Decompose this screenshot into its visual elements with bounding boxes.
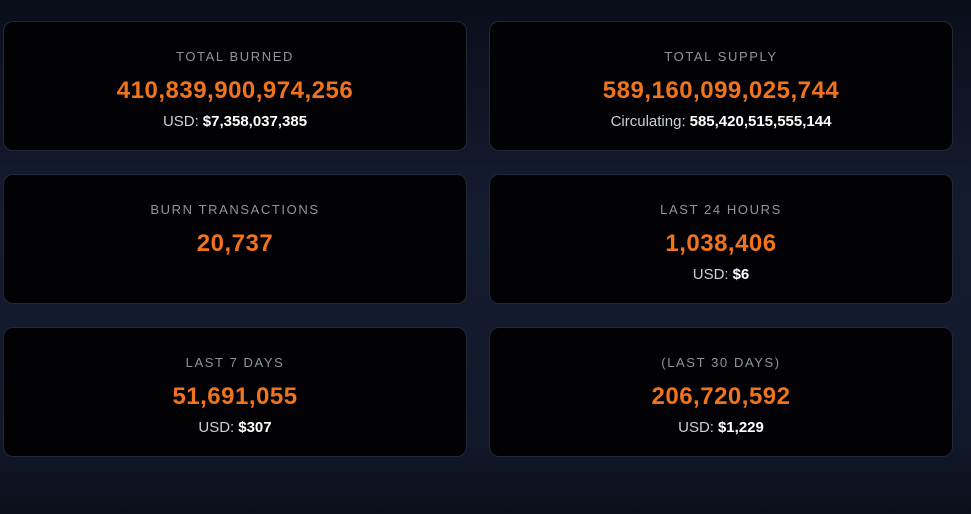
stat-card-sub-label: USD: [692,266,729,283]
stat-card-sub-value: $1,229 [717,419,764,436]
stat-card-sub-value: $6 [732,266,750,283]
stat-card-sub-label: USD: [678,419,714,436]
stat-card-subtext: USD: $7,358,037,385 [163,113,307,131]
stat-card-subtext [233,266,237,284]
stat-card-value: 20,737 [196,230,274,257]
stat-card-total-supply: TOTAL SUPPLY 589,160,099,025,744 Circula… [489,21,953,151]
stat-card-last-7-days: LAST 7 DAYS 51,691,055 USD: $307 [3,327,467,457]
stat-card-value: 410,839,900,974,256 [116,77,354,104]
stat-card-sub-value: $7,358,037,385 [202,113,308,130]
stat-card-sub-label: USD: [162,113,199,130]
stat-card-sub-value: 585,420,515,555,144 [689,113,832,130]
stat-card-label: BURN TRANSACTIONS [150,202,320,217]
stat-card-subtext: Circulating: 585,420,515,555,144 [611,113,832,131]
stat-card-sub-value: $307 [238,419,272,436]
stat-card-value: 206,720,592 [651,383,791,410]
stat-card-label: LAST 24 HOURS [660,202,782,217]
stat-card-last-24-hours: LAST 24 HOURS 1,038,406 USD: $6 [489,174,953,304]
stat-card-total-burned: TOTAL BURNED 410,839,900,974,256 USD: $7,… [3,21,467,151]
stats-grid: TOTAL BURNED 410,839,900,974,256 USD: $7,… [3,21,953,457]
stat-card-last-30-days: (LAST 30 DAYS) 206,720,592 USD: $1,229 [489,327,953,457]
stat-card-label: LAST 7 DAYS [185,355,285,370]
stat-card-subtext: USD: $6 [693,266,750,284]
stat-card-value: 589,160,099,025,744 [602,77,840,104]
stat-card-burn-transactions: BURN TRANSACTIONS 20,737 [3,174,467,304]
stat-card-value: 1,038,406 [665,230,777,257]
stat-card-value: 51,691,055 [172,383,298,410]
stat-card-subtext: USD: $307 [198,419,271,437]
stat-card-sub-label: Circulating: [610,113,686,130]
stat-card-label: TOTAL SUPPLY [664,49,778,64]
stat-card-label: (LAST 30 DAYS) [661,355,781,370]
stat-card-subtext: USD: $1,229 [678,419,764,437]
stat-card-sub-label: USD: [198,419,235,436]
stat-card-label: TOTAL BURNED [176,49,294,64]
